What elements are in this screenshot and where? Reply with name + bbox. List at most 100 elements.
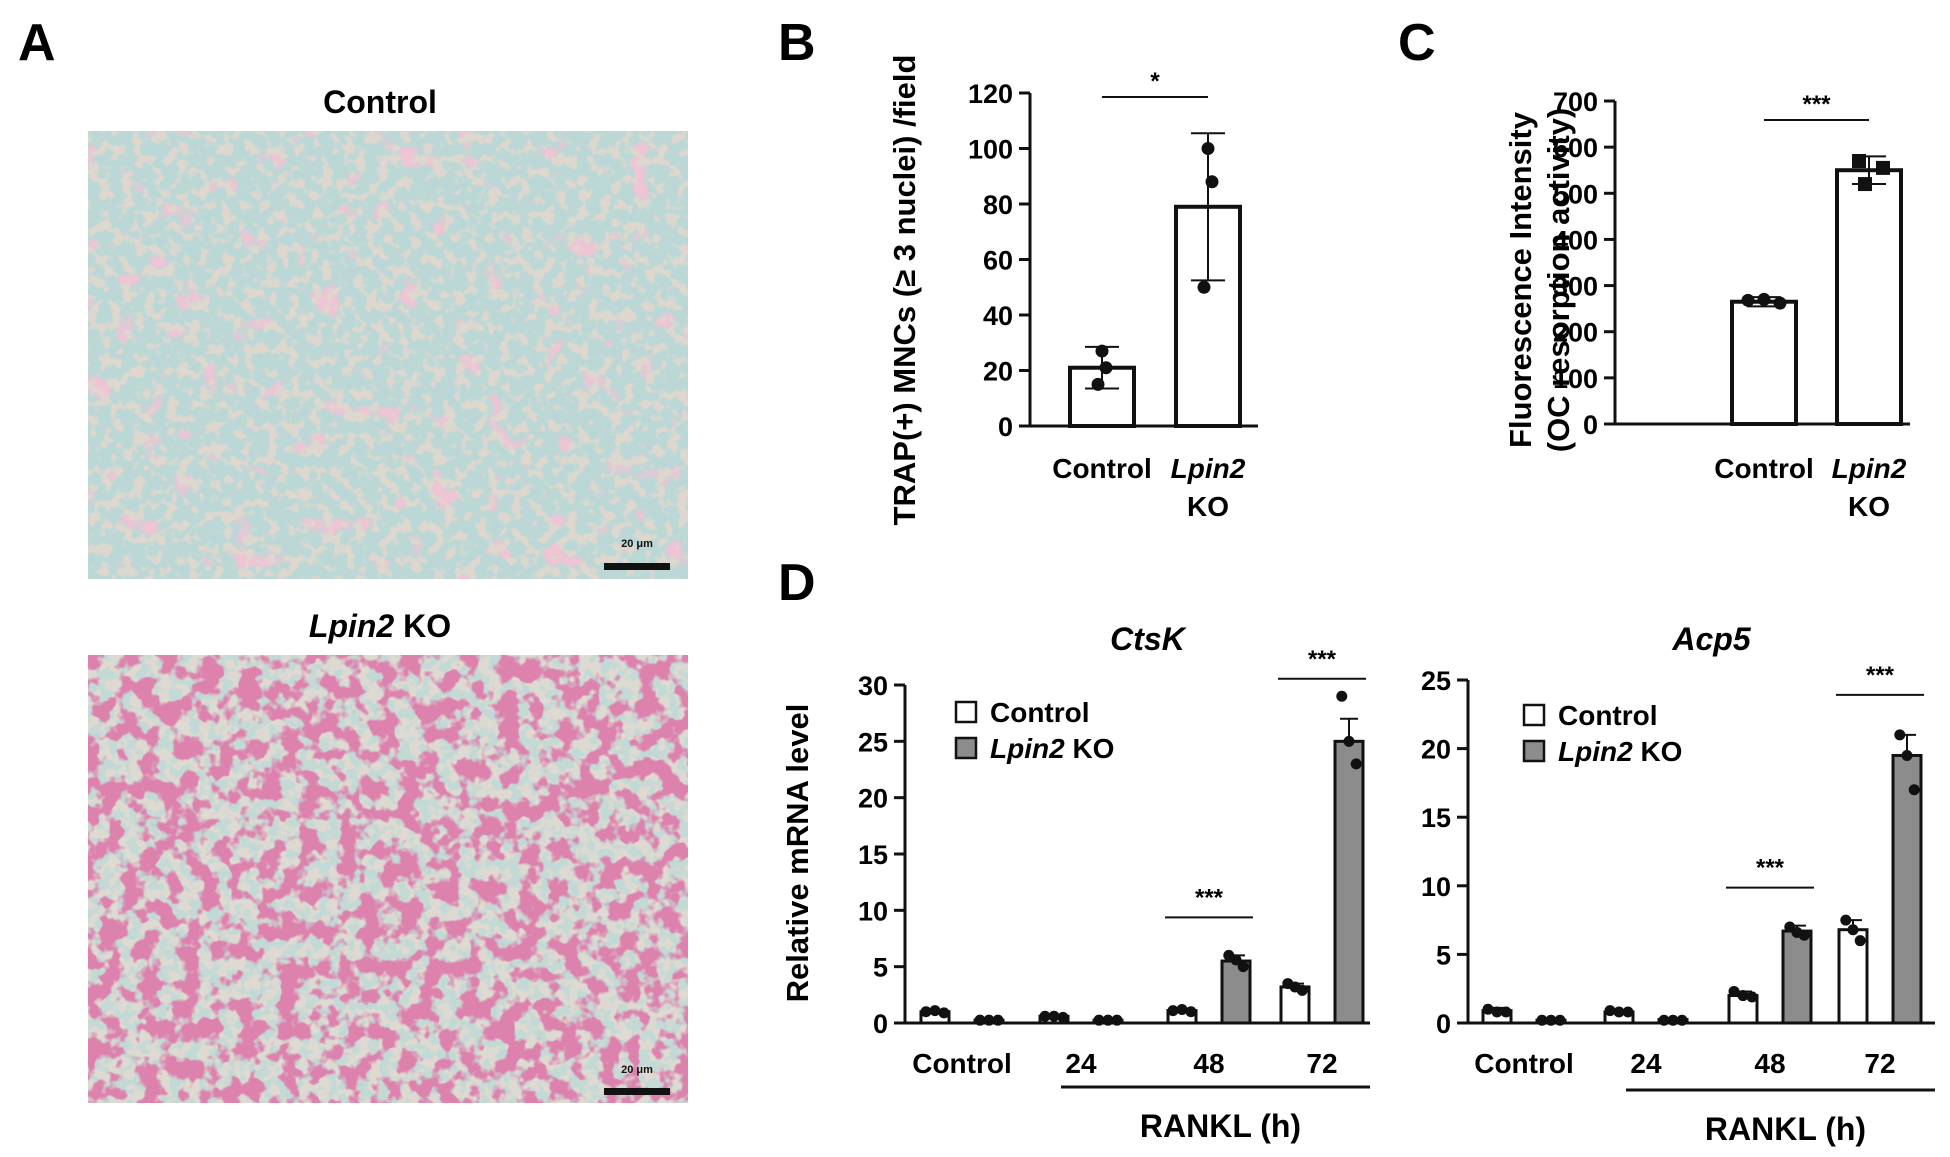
chart-c-y-tick-label: 0 [1583,410,1598,440]
chart-d2-data-point [1854,935,1866,947]
chart-d1-y-tick-label: 25 [858,727,888,757]
chart-d1-y-tick-label: 0 [873,1009,888,1039]
chart-d1-data-point [938,1007,950,1019]
chart-b-y-tick-label: 100 [968,135,1013,165]
chart-d1-data-point [1230,954,1242,966]
chart-d2-y-tick-label: 0 [1436,1009,1451,1039]
chart-d2-data-point [1622,1006,1634,1018]
chart-d1-rankl-label: RANKL (h) [1140,1108,1301,1144]
chart-b-data-point [1091,377,1105,391]
chart-d1-data-point [1111,1014,1123,1026]
chart-d1-legend-label: Lpin2 KO [990,733,1114,764]
chart-d1-data-point [983,1014,995,1026]
chart-d2-data-point [1613,1006,1625,1018]
chart-d2-y-tick-label: 25 [1421,666,1451,696]
chart-d-acp5: 0 5 10 15 20 25 Acp5 Control 24 48 72 *** *** Control… [1421,621,1935,1147]
chart-d2-title: Acp5 [1671,621,1751,657]
micrograph-ko-title-italic: Lpin2 [309,608,395,644]
chart-d2-bar [1781,929,1813,1025]
chart-c-y-tick-label: 100 [1553,364,1598,394]
chart-d2-data-point [1491,1006,1503,1018]
chart-d1-y-tick-label: 5 [873,953,888,983]
chart-b-data-point [1099,361,1113,375]
chart-d2-y-tick-label: 5 [1436,940,1451,970]
micrograph-ko-title-rest: KO [394,608,451,644]
chart-c-data-point [1773,296,1787,310]
chart-c-y-tick-label: 500 [1553,179,1598,209]
chart-b-category-label-italic: Lpin2 [1171,453,1246,484]
chart-d1-data-point [920,1006,932,1018]
micrograph-ko-title: Lpin2 KO [309,608,451,644]
chart-d1-category-label: 72 [1306,1048,1337,1079]
chart-d1-y-tick-label: 30 [858,671,888,701]
chart-b-category-label: Control [1052,453,1152,484]
chart-d2-data-point [1728,985,1740,997]
micrograph-control-cells [88,131,688,579]
chart-d2-data-point [1737,990,1749,1002]
chart-d2-category-label: 24 [1630,1048,1662,1079]
chart-d1-title: CtsK [1110,621,1188,657]
chart-d1-legend-swatch [954,736,978,760]
scale-bar-control [604,563,670,570]
chart-c-fluorescence: 0 100 200 300 400 500 600 700 Fluorescence Inten… [1503,87,1910,522]
chart-c-y-label: (OC resorption activity) [1541,108,1576,453]
chart-c-data-point [1858,177,1872,192]
chart-d1-category-label: 24 [1065,1048,1097,1079]
panel-label-c: C [1398,14,1436,72]
chart-d2-y-tick-label: 20 [1421,735,1451,765]
chart-d1-legend-label-italic: Lpin2 [990,733,1065,764]
chart-d2-legend-label: Control [1558,700,1658,731]
chart-c-y-tick-label: 600 [1553,133,1598,163]
chart-c-y-tick-label: 300 [1553,272,1598,302]
chart-d2-significance-label: *** [1756,855,1785,882]
chart-c-category-label: Lpin2 [1832,453,1907,484]
chart-d1-y-tick-label: 20 [858,784,888,814]
chart-d1-data-point [929,1005,941,1017]
chart-d1-data-point [992,1014,1004,1026]
chart-d1-data-point [1296,984,1308,996]
chart-b-category-label: Lpin2 [1171,453,1246,484]
chart-d1-data-point [1237,961,1249,973]
chart-b-data-point [1201,142,1215,155]
chart-d1-data-point [1057,1011,1069,1023]
chart-d2-data-point [1500,1006,1512,1018]
chart-d1-data-point [1167,1005,1179,1017]
chart-d2-data-point [1536,1014,1548,1026]
chart-d2-y-tick-label: 15 [1421,803,1451,833]
chart-b-category-label-text: Control [1052,453,1152,484]
chart-b-significance-label: * [1150,68,1160,95]
chart-d1-legend-label-text: KO [1065,733,1115,764]
chart-d2-category-label: Control [1474,1048,1574,1079]
chart-c-y-tick-label: 700 [1553,87,1598,117]
chart-d-ctsk: 0 5 10 15 20 25 30 CtsK Relative mRNA level Contr… [780,621,1370,1144]
chart-d1-category-label: Control [912,1048,1012,1079]
chart-d1-data-point [974,1014,986,1026]
chart-c-bar [1835,168,1903,426]
chart-d1-legend-swatch [954,700,978,724]
chart-d2-data-point [1482,1003,1494,1015]
chart-d2-data-point [1554,1014,1566,1026]
chart-c-category-sublabel: KO [1848,491,1890,522]
chart-d1-data-point [1350,758,1362,770]
chart-d1-legend-label-text: Control [990,697,1090,728]
chart-d1-data-point [1343,735,1355,747]
chart-c-data-point [1876,160,1890,175]
chart-d2-bar [1891,753,1923,1025]
chart-d1-y-label: Relative mRNA level [780,704,815,1003]
chart-d1-data-point [1039,1010,1051,1022]
chart-d1-category-label: 48 [1193,1048,1224,1079]
chart-d1-bar [1333,739,1365,1025]
chart-d2-data-point [1676,1014,1688,1026]
chart-d2-data-point [1604,1005,1616,1017]
chart-d2-data-point [1840,914,1852,926]
chart-c-data-point [1852,153,1866,168]
chart-d2-data-point [1667,1014,1679,1026]
chart-d2-legend-swatch [1522,703,1546,727]
panel-label-a: A [18,14,56,72]
chart-b-trap-mncs: 0 20 40 60 80 100 120 TRAP(+) MNCs (≥ 3 nuclei)… [887,55,1258,525]
chart-d1-bar [1220,959,1252,1025]
chart-d2-data-point [1746,991,1758,1003]
chart-b-data-point [1197,280,1211,294]
micrograph-ko-stain [88,655,688,1103]
